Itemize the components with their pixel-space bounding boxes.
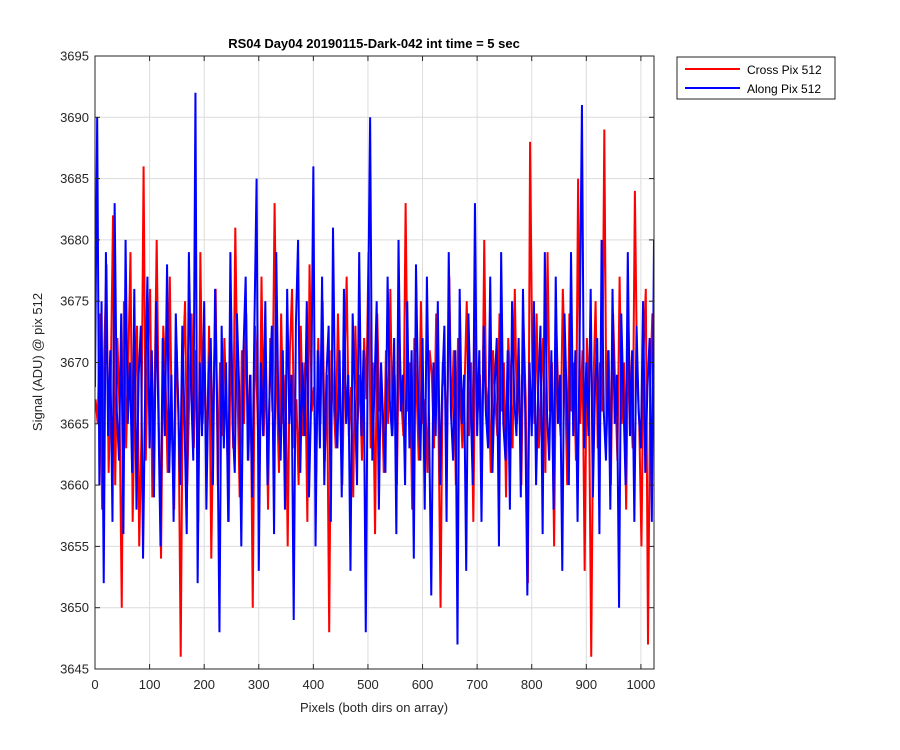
x-tick-label: 300 [248,677,270,692]
legend: Cross Pix 512 Along Pix 512 [676,56,836,100]
y-tick-label: 3650 [60,600,89,615]
series-layer [95,92,654,657]
y-tick-label: 3695 [60,49,89,64]
y-axis-label: Signal (ADU) @ pix 512 [30,293,45,431]
x-axis: 0 100 200 300 400 500 600 700 800 900 1000 [91,56,655,692]
y-tick-label: 3645 [60,662,89,677]
y-tick-label: 3680 [60,232,89,247]
x-tick-label: 500 [357,677,379,692]
y-tick-label: 3675 [60,294,89,309]
y-axis: 3645 3650 3655 3660 3665 3670 3675 3680 3685 3690… [60,49,654,677]
y-tick-label: 3690 [60,110,89,125]
x-tick-label: 600 [412,677,434,692]
y-tick-label: 3655 [60,539,89,554]
x-tick-label: 900 [575,677,597,692]
y-tick-label: 3660 [60,478,89,493]
chart-title: RS04 Day04 20190115-Dark-042 int time = … [228,36,520,51]
legend-box [676,56,836,100]
x-tick-label: 400 [303,677,325,692]
x-axis-label: Pixels (both dirs on array) [300,700,448,715]
x-tick-label: 1000 [626,677,655,692]
x-tick-label: 100 [139,677,161,692]
plot-area: 0 100 200 300 400 500 600 700 800 900 1000 3645 365… [60,49,655,693]
legend-label-cross: Cross Pix 512 [747,63,822,77]
x-tick-label: 0 [91,677,98,692]
y-tick-label: 3665 [60,416,89,431]
x-tick-label: 200 [193,677,215,692]
series-line-along-pix-512 [95,92,654,645]
x-tick-label: 800 [521,677,543,692]
x-tick-label: 700 [466,677,488,692]
y-tick-label: 3670 [60,355,89,370]
y-tick-label: 3685 [60,171,89,186]
legend-label-along: Along Pix 512 [747,82,821,96]
